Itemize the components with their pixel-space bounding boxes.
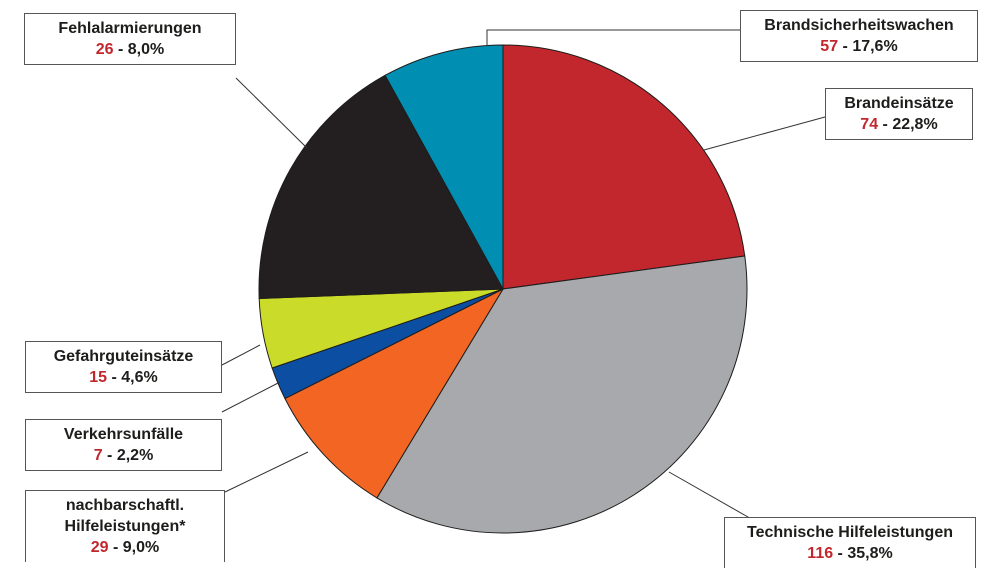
- label-brandeinsaetze: Brandeinsätze 74 - 22,8%: [825, 88, 973, 140]
- label-technische-hilfeleistungen: Technische Hilfeleistungen 116 - 35,8%: [724, 517, 976, 568]
- label-title: nachbarschaftl. Hilfeleistungen*: [64, 497, 186, 535]
- label-count: 74: [860, 116, 879, 133]
- label-percent: 35,8%: [847, 545, 893, 562]
- label-separator: -: [113, 41, 128, 58]
- label-count: 57: [820, 38, 839, 55]
- label-percent: 9,0%: [122, 539, 160, 556]
- pie-slice-0: [502, 44, 746, 290]
- label-title: Brandeinsätze: [844, 95, 954, 112]
- label-count: 15: [89, 369, 108, 386]
- label-percent: 2,2%: [116, 447, 154, 464]
- pie-slice-2: [284, 287, 505, 499]
- label-title: Fehlalarmierungen: [58, 20, 202, 37]
- label-separator: -: [102, 447, 117, 464]
- label-title: Gefahrguteinsätze: [53, 348, 194, 365]
- leader-line-verkehrsunfaelle: [221, 381, 281, 413]
- leader-line-fehlalarmierungen: [235, 77, 308, 149]
- label-separator: -: [878, 116, 893, 133]
- label-count: 116: [807, 545, 834, 562]
- leader-line-gefahrguteinsaetze: [221, 344, 261, 366]
- label-separator: -: [107, 369, 122, 386]
- label-title: Brandsicherheitswachen: [764, 17, 954, 34]
- label-percent: 17,6%: [852, 38, 898, 55]
- label-nachbarschaftl-hilfeleistungen: nachbarschaftl. Hilfeleistungen* 29 - 9,…: [25, 490, 225, 562]
- label-count: 26: [95, 41, 114, 58]
- label-title: Verkehrsunfälle: [63, 426, 184, 443]
- label-brandsicherheitswachen: Brandsicherheitswachen 57 - 17,6%: [740, 10, 978, 62]
- leader-lines: [221, 29, 826, 526]
- leader-line-nachbarschaftl-hilfeleistungen: [224, 451, 309, 493]
- pie-slice-6: [384, 44, 504, 290]
- label-verkehrsunfaelle: Verkehrsunfälle 7 - 2,2%: [25, 419, 222, 471]
- leader-line-technische-hilfeleistungen: [668, 471, 763, 526]
- pie-slice-5: [258, 74, 504, 299]
- pie-slice-1: [376, 255, 748, 534]
- label-percent: 22,8%: [892, 116, 938, 133]
- label-separator: -: [833, 545, 848, 562]
- label-fehlalarmierungen: Fehlalarmierungen 26 - 8,0%: [24, 13, 236, 65]
- leader-line-brandsicherheitswachen: [486, 29, 740, 46]
- label-percent: 4,6%: [121, 369, 158, 386]
- label-count: 29: [90, 539, 109, 556]
- label-separator: -: [108, 539, 123, 556]
- label-gefahrguteinsaetze: Gefahrguteinsätze 15 - 4,6%: [25, 341, 222, 393]
- label-count: 7: [93, 447, 103, 464]
- label-title: Technische Hilfeleistungen: [747, 524, 953, 541]
- label-percent: 8,0%: [127, 41, 165, 58]
- pie-slices: [258, 44, 748, 534]
- label-separator: -: [838, 38, 853, 55]
- leader-line-brandeinsaetze: [703, 116, 826, 151]
